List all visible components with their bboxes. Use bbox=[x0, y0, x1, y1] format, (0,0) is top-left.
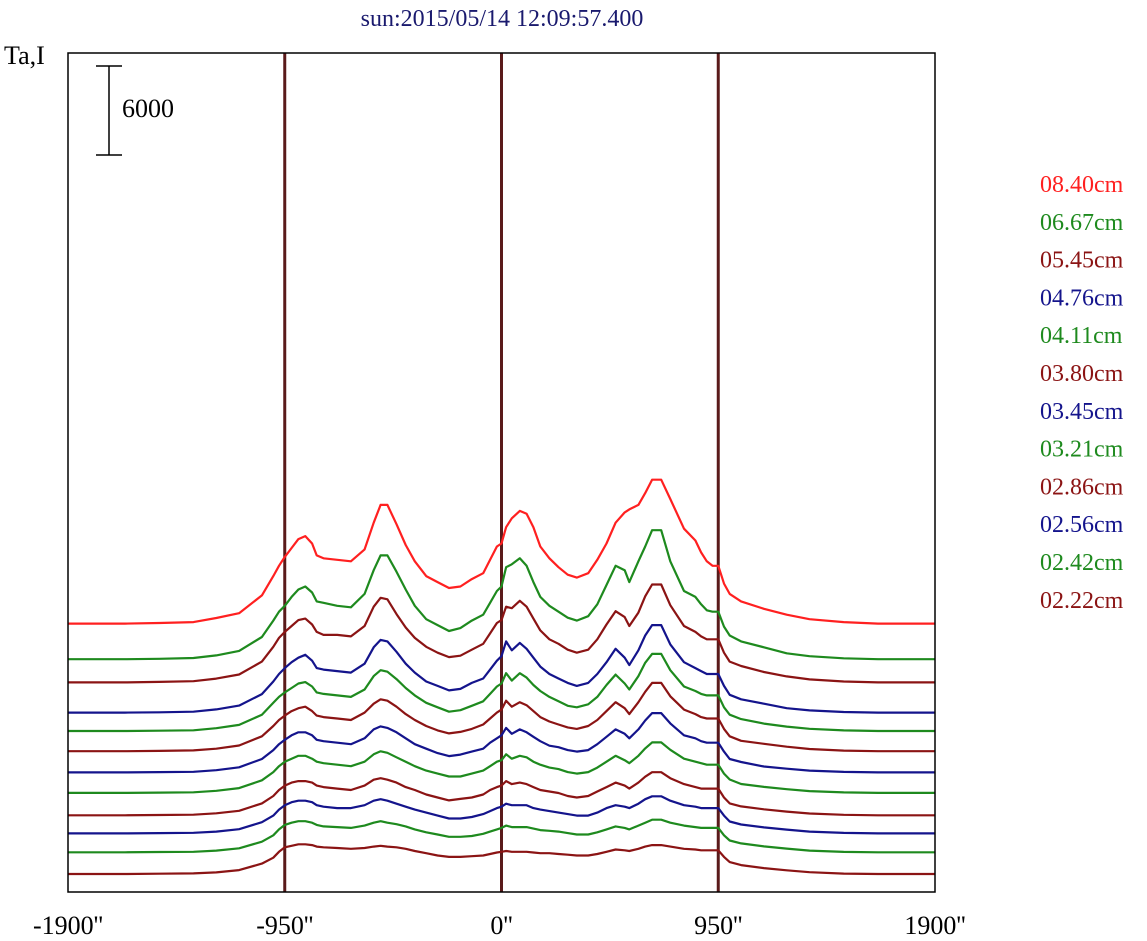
legend-entry-6: 03.45cm bbox=[1040, 399, 1124, 425]
series-lines bbox=[68, 478, 935, 876]
series-line-10 bbox=[68, 818, 935, 854]
series-line-5 bbox=[68, 681, 935, 753]
legend-entry-10: 02.42cm bbox=[1040, 550, 1124, 576]
legend-entry-11: 02.22cm bbox=[1040, 588, 1124, 614]
x-tick-label-3: 950'' bbox=[694, 911, 742, 940]
series-line-9 bbox=[68, 795, 935, 835]
series-line-2 bbox=[68, 583, 935, 684]
scale-bar: 6000 bbox=[96, 65, 174, 156]
legend: 08.40cm 06.67cm 05.45cm 04.76cm 04.11cm 03.80… bbox=[1040, 172, 1124, 614]
series-line-0 bbox=[68, 478, 935, 625]
x-tick-label-2: 0'' bbox=[490, 911, 512, 940]
legend-entry-3: 04.76cm bbox=[1040, 285, 1124, 311]
x-tick-labels: -1900'' -950'' 0'' 950'' 1900'' bbox=[33, 911, 966, 940]
scale-bar-label: 6000 bbox=[122, 94, 174, 123]
legend-entry-7: 03.21cm bbox=[1040, 437, 1124, 463]
chart-title: sun:2015/05/14 12:09:57.400 bbox=[361, 6, 644, 32]
series-line-4 bbox=[68, 652, 935, 733]
y-axis-label: Ta,I bbox=[4, 41, 45, 70]
series-line-6 bbox=[68, 712, 935, 774]
series-line-1 bbox=[68, 529, 935, 661]
series-line-7 bbox=[68, 741, 935, 794]
x-tick-label-4: 1900'' bbox=[904, 911, 965, 940]
vertical-reference-lines bbox=[283, 53, 720, 892]
legend-entry-4: 04.11cm bbox=[1040, 323, 1123, 349]
plot-frame bbox=[67, 52, 936, 893]
legend-entry-1: 06.67cm bbox=[1040, 210, 1124, 236]
legend-entry-2: 05.45cm bbox=[1040, 248, 1124, 274]
x-tick-label-1: -950'' bbox=[256, 911, 313, 940]
series-line-11 bbox=[68, 843, 935, 876]
legend-entry-5: 03.80cm bbox=[1040, 361, 1124, 387]
legend-entry-9: 02.56cm bbox=[1040, 512, 1124, 538]
series-line-3 bbox=[68, 624, 935, 714]
legend-entry-8: 02.86cm bbox=[1040, 474, 1124, 500]
legend-entry-0: 08.40cm bbox=[1040, 172, 1124, 198]
series-line-8 bbox=[68, 771, 935, 817]
x-tick-label-0: -1900'' bbox=[33, 911, 103, 940]
